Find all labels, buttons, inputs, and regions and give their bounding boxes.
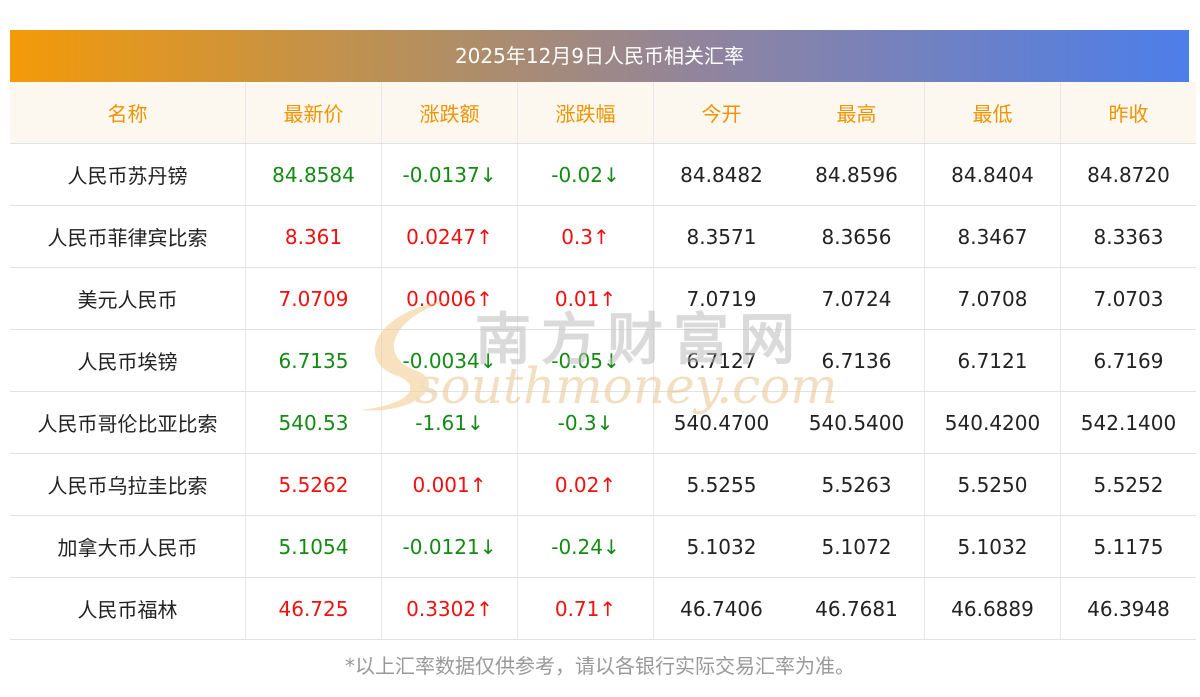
cell-latest: 5.5262 [245, 453, 382, 516]
disclaimer-text: *以上汇率数据仅供参考，请以各银行实际交易汇率为准。 [345, 654, 855, 678]
cell-prev: 8.3363 [1060, 205, 1196, 268]
cell-name: 人民币哥伦比亚比索 [10, 391, 246, 454]
table-row: 人民币哥伦比亚比索 540.53 -1.61↓ -0.3↓ 540.4700 540.54… [10, 391, 1196, 454]
cell-open: 46.7406 [653, 577, 789, 640]
cell-prev: 84.8720 [1060, 143, 1196, 206]
cell-low: 84.8404 [924, 143, 1061, 206]
cell-high: 5.5263 [789, 453, 925, 516]
cell-pct: 0.01↑ [517, 267, 654, 330]
cell-low: 5.5250 [924, 453, 1061, 516]
cell-high: 5.1072 [789, 515, 925, 578]
cell-prev: 46.3948 [1060, 577, 1196, 640]
table-row: 人民币菲律宾比索 8.361 0.0247↑ 0.3↑ 8.3571 8.3656 8.34… [10, 205, 1196, 268]
cell-latest: 5.1054 [245, 515, 382, 578]
table-header-row: 名称 最新价 涨跌额 涨跌幅 今开 最高 最低 昨收 [10, 82, 1196, 144]
cell-high: 46.7681 [789, 577, 925, 640]
cell-open: 84.8482 [653, 143, 789, 206]
cell-prev: 6.7169 [1060, 329, 1196, 392]
cell-high: 6.7136 [789, 329, 925, 392]
cell-name: 人民币乌拉圭比索 [10, 453, 246, 516]
cell-low: 5.1032 [924, 515, 1061, 578]
cell-open: 540.4700 [653, 391, 789, 454]
cell-pct: 0.3↑ [517, 205, 654, 268]
header-latest: 最新价 [245, 82, 382, 144]
header-change: 涨跌额 [381, 82, 518, 144]
cell-high: 7.0724 [789, 267, 925, 330]
cell-high: 540.5400 [789, 391, 925, 454]
cell-name: 人民币菲律宾比索 [10, 205, 246, 268]
table-row: 人民币埃镑 6.7135 -0.0034↓ -0.05↓ 6.7127 6.7136 6.7… [10, 329, 1196, 392]
cell-pct: -0.02↓ [517, 143, 654, 206]
header-pct: 涨跌幅 [517, 82, 654, 144]
cell-name: 美元人民币 [10, 267, 246, 330]
cell-name: 人民币福林 [10, 577, 246, 640]
cell-change: -1.61↓ [381, 391, 518, 454]
cell-name: 加拿大币人民币 [10, 515, 246, 578]
cell-high: 8.3656 [789, 205, 925, 268]
cell-open: 5.5255 [653, 453, 789, 516]
cell-latest: 46.725 [245, 577, 382, 640]
cell-low: 7.0708 [924, 267, 1061, 330]
cell-prev: 542.1400 [1060, 391, 1196, 454]
cell-change: 0.0247↑ [381, 205, 518, 268]
cell-latest: 84.8584 [245, 143, 382, 206]
cell-change: 0.001↑ [381, 453, 518, 516]
cell-prev: 5.1175 [1060, 515, 1196, 578]
cell-open: 5.1032 [653, 515, 789, 578]
header-high: 最高 [789, 82, 925, 144]
table-title: 2025年12月9日人民币相关汇率 [10, 30, 1189, 82]
rate-table-panel: 2025年12月9日人民币相关汇率 名称 最新价 涨跌额 涨跌幅 今开 最高 最… [10, 30, 1196, 640]
cell-prev: 7.0703 [1060, 267, 1196, 330]
cell-name: 人民币埃镑 [10, 329, 246, 392]
header-name: 名称 [10, 82, 246, 144]
header-prev: 昨收 [1060, 82, 1196, 144]
table-row: 人民币福林 46.725 0.3302↑ 0.71↑ 46.7406 46.7681 46.… [10, 577, 1196, 640]
cell-open: 7.0719 [653, 267, 789, 330]
table-row: 加拿大币人民币 5.1054 -0.0121↓ -0.24↓ 5.1032 5.1072 5… [10, 515, 1196, 578]
cell-change: -0.0137↓ [381, 143, 518, 206]
cell-pct: -0.05↓ [517, 329, 654, 392]
cell-low: 46.6889 [924, 577, 1061, 640]
cell-name: 人民币苏丹镑 [10, 143, 246, 206]
cell-low: 540.4200 [924, 391, 1061, 454]
header-open: 今开 [653, 82, 789, 144]
cell-open: 6.7127 [653, 329, 789, 392]
cell-low: 6.7121 [924, 329, 1061, 392]
cell-low: 8.3467 [924, 205, 1061, 268]
cell-latest: 6.7135 [245, 329, 382, 392]
cell-open: 8.3571 [653, 205, 789, 268]
table-row: 美元人民币 7.0709 0.0006↑ 0.01↑ 7.0719 7.0724 7.070… [10, 267, 1196, 330]
table-row: 人民币苏丹镑 84.8584 -0.0137↓ -0.02↓ 84.8482 84.859… [10, 143, 1196, 206]
cell-pct: 0.71↑ [517, 577, 654, 640]
cell-change: 0.3302↑ [381, 577, 518, 640]
cell-pct: -0.3↓ [517, 391, 654, 454]
table-row: 人民币乌拉圭比索 5.5262 0.001↑ 0.02↑ 5.5255 5.5263 5.5… [10, 453, 1196, 516]
cell-prev: 5.5252 [1060, 453, 1196, 516]
cell-change: -0.0034↓ [381, 329, 518, 392]
cell-latest: 8.361 [245, 205, 382, 268]
cell-high: 84.8596 [789, 143, 925, 206]
cell-change: 0.0006↑ [381, 267, 518, 330]
cell-pct: 0.02↑ [517, 453, 654, 516]
cell-latest: 540.53 [245, 391, 382, 454]
cell-latest: 7.0709 [245, 267, 382, 330]
cell-pct: -0.24↓ [517, 515, 654, 578]
header-low: 最低 [924, 82, 1061, 144]
cell-change: -0.0121↓ [381, 515, 518, 578]
exchange-rate-table: 名称 最新价 涨跌额 涨跌幅 今开 最高 最低 昨收 人民币苏丹镑 84.8584… [10, 82, 1196, 640]
